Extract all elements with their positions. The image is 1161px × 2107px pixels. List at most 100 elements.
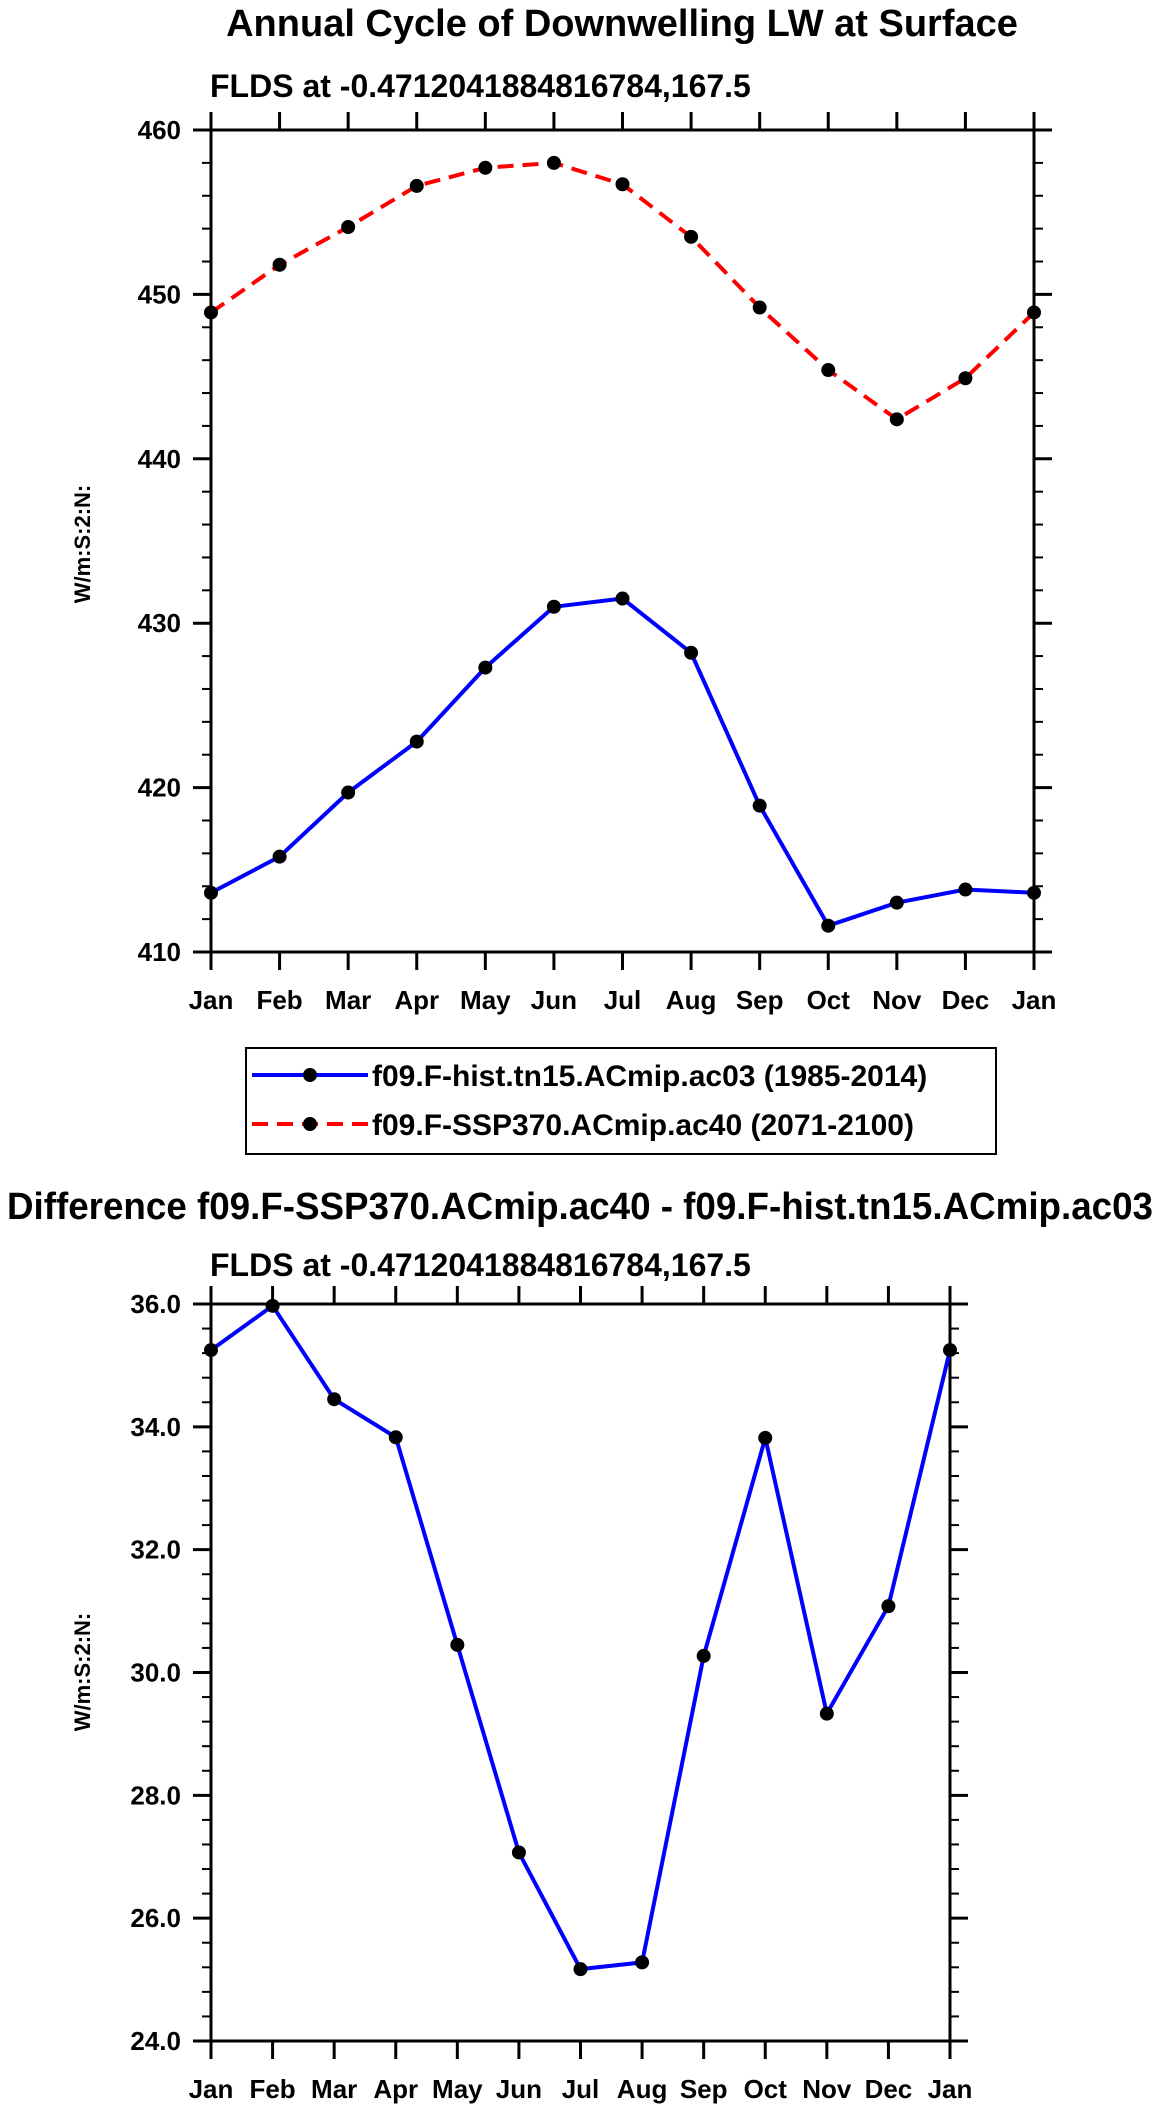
chart-subtitle: FLDS at -0.4712041884816784,167.5 — [210, 1247, 751, 1283]
x-tick-label: Jun — [496, 2074, 542, 2104]
data-point — [821, 363, 836, 378]
data-point — [696, 1648, 711, 1663]
data-point — [478, 660, 493, 675]
annual-cycle-chart: Annual Cycle of Downwelling LW at Surfac… — [70, 3, 1056, 1015]
legend-entry-hist: f09.F-hist.tn15.ACmip.ac03 (1985-2014) — [372, 1060, 927, 1093]
data-point — [821, 918, 836, 933]
legend-marker-ssp — [303, 1117, 317, 1131]
y-tick-label: 36.0 — [130, 1289, 181, 1319]
x-tick-label: Mar — [325, 985, 371, 1015]
series-line — [209, 1303, 952, 1972]
x-tick-label: Mar — [311, 2074, 357, 2104]
x-tick-label: Dec — [865, 2074, 913, 2104]
data-point — [758, 1430, 773, 1445]
data-point — [881, 1599, 896, 1614]
data-point — [478, 160, 493, 175]
x-tick-label: Aug — [666, 985, 717, 1015]
y-tick-label: 26.0 — [130, 1903, 181, 1933]
data-point — [511, 1845, 526, 1860]
x-tick-label: Aug — [617, 2074, 668, 2104]
data-point — [889, 412, 904, 427]
x-tick-label: Oct — [744, 2074, 788, 2104]
x-tick-label: May — [432, 2074, 483, 2104]
tick-marks — [193, 1286, 968, 2059]
data-point — [943, 1343, 957, 1358]
x-tick-label: Oct — [807, 985, 851, 1015]
x-tick-label: Jan — [1012, 985, 1057, 1015]
data-point — [409, 734, 424, 749]
difference-chart: Difference f09.F-SSP370.ACmip.ac40 - f09… — [7, 1186, 1153, 2104]
y-tick-label: 32.0 — [130, 1535, 181, 1565]
series-line — [210, 596, 1035, 928]
x-tick-label: Dec — [942, 985, 990, 1015]
x-tick-label: Sep — [736, 985, 784, 1015]
y-tick-label: 450 — [138, 279, 181, 309]
y-tick-label: 30.0 — [130, 1658, 181, 1688]
legend-entry-ssp: f09.F-SSP370.ACmip.ac40 (2071-2100) — [372, 1109, 914, 1142]
data-point — [615, 591, 630, 606]
data-point — [409, 178, 424, 193]
data-point — [450, 1637, 465, 1652]
data-point — [272, 257, 287, 272]
y-tick-label: 430 — [138, 608, 181, 638]
tick-marks — [193, 112, 1052, 970]
y-tick-labels: 24.0 26.0 28.0 30.0 32.0 34.0 36.0 — [130, 1289, 181, 2056]
y-tick-labels: 410 420 430 440 450 460 — [138, 115, 181, 967]
plot-frame — [209, 1302, 952, 2043]
x-tick-label: Jun — [531, 985, 577, 1015]
data-point — [1027, 885, 1041, 900]
x-tick-labels: Jan Feb Mar Apr May Jun Jul Aug Sep Oct Nov Dec Jan — [189, 985, 1057, 1015]
x-tick-label: Apr — [394, 985, 439, 1015]
x-tick-label: Jan — [189, 2074, 234, 2104]
legend-box — [245, 1047, 997, 1155]
x-tick-label: Feb — [249, 2074, 295, 2104]
data-point — [327, 1392, 342, 1407]
x-tick-label: Apr — [373, 2074, 418, 2104]
series-line — [209, 160, 1036, 422]
plot-frame — [209, 128, 1036, 954]
data-point — [958, 371, 973, 386]
legend: f09.F-hist.tn15.ACmip.ac03 (1985-2014) f… — [245, 1047, 997, 1155]
y-axis-label: W/m:S:2:N: — [70, 485, 95, 604]
y-tick-label: 410 — [138, 937, 181, 967]
y-tick-label: 420 — [138, 773, 181, 803]
data-point — [958, 882, 973, 897]
data-point — [265, 1298, 280, 1313]
y-axis-label: W/m:S:2:N: — [70, 1613, 95, 1732]
series-layer — [204, 1298, 957, 1977]
data-point — [204, 1343, 218, 1358]
data-point — [635, 1955, 650, 1970]
y-tick-label: 24.0 — [130, 2026, 181, 2056]
chart-subtitle: FLDS at -0.4712041884816784,167.5 — [210, 68, 751, 104]
series-layer — [204, 155, 1041, 933]
legend-marker-hist — [303, 1068, 317, 1082]
data-point — [388, 1430, 403, 1445]
x-tick-label: Nov — [802, 2074, 852, 2104]
chart-title: Difference f09.F-SSP370.ACmip.ac40 - f09… — [7, 1186, 1153, 1228]
data-point — [546, 155, 561, 170]
data-point — [272, 849, 287, 864]
data-point — [684, 645, 699, 660]
x-tick-label: Jul — [604, 985, 642, 1015]
data-point — [341, 785, 356, 800]
data-point — [204, 305, 218, 320]
data-point — [546, 599, 561, 614]
data-point — [573, 1962, 588, 1977]
data-point — [615, 177, 630, 192]
data-point — [204, 885, 218, 900]
data-point — [341, 219, 356, 234]
data-point — [684, 229, 699, 244]
y-tick-label: 440 — [138, 444, 181, 474]
y-tick-label: 460 — [138, 115, 181, 145]
data-point — [752, 798, 767, 813]
x-tick-label: Jan — [189, 985, 234, 1015]
y-tick-label: 34.0 — [130, 1412, 181, 1442]
x-tick-labels: Jan Feb Mar Apr May Jun Jul Aug Sep Oct Nov Dec Jan — [189, 2074, 973, 2104]
data-point — [1027, 305, 1041, 320]
data-point — [752, 300, 767, 315]
x-tick-label: Jul — [562, 2074, 600, 2104]
x-tick-label: Jan — [928, 2074, 973, 2104]
x-tick-label: Feb — [256, 985, 302, 1015]
x-tick-label: Nov — [872, 985, 922, 1015]
